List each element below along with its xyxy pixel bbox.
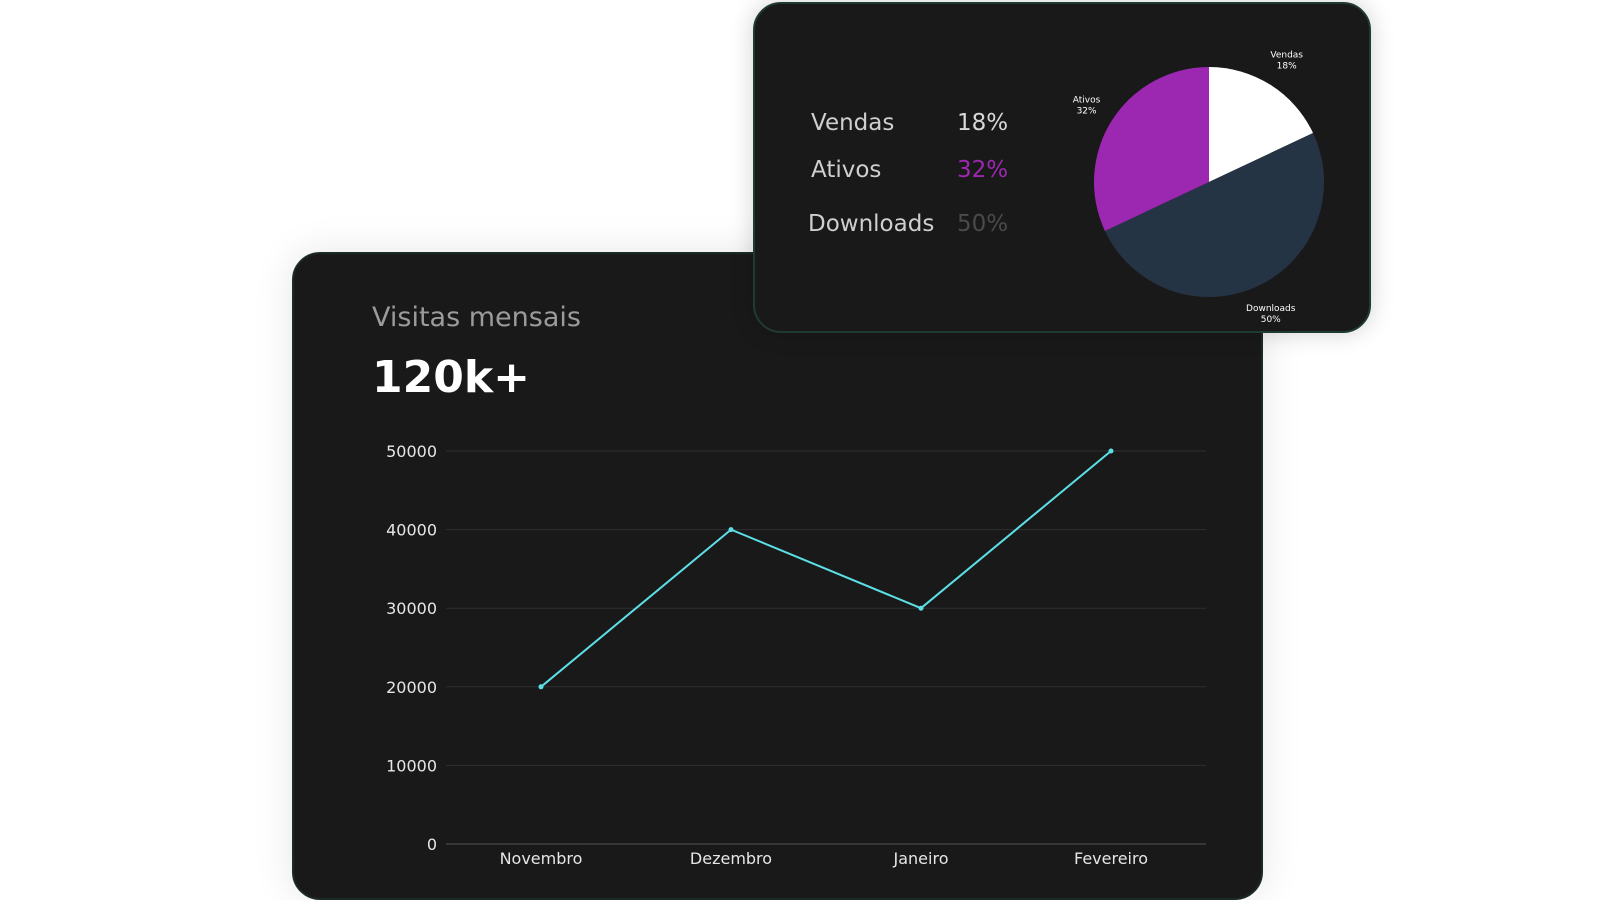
y-tick-label: 50000 (386, 442, 437, 461)
pie-value-label: 32% (1077, 106, 1097, 116)
pie-label: Ativos (1073, 95, 1101, 105)
x-tick-label: Fevereiro (1074, 849, 1148, 868)
visits-total-metric: 120k+ (372, 352, 530, 403)
y-tick-label: 30000 (386, 599, 437, 618)
legend-row-ativos: Ativos 32% (811, 157, 1111, 191)
legend-label: Ativos (811, 157, 882, 183)
distribution-card: Vendas 18% Ativos 32% Downloads 50% Vend… (753, 2, 1371, 333)
y-tick-label: 20000 (386, 678, 437, 697)
data-point (918, 605, 924, 611)
pie-slice-ativos (1094, 67, 1209, 231)
y-tick-label: 0 (427, 835, 437, 854)
pie-value-label: 50% (1261, 315, 1281, 325)
legend-value: 50% (957, 211, 1009, 237)
pie-slice-vendas (1209, 67, 1314, 182)
x-tick-label: Dezembro (690, 849, 772, 868)
legend-value: 18% (957, 110, 1009, 136)
legend-value: 32% (957, 157, 1009, 183)
legend-row-downloads: Downloads 50% (808, 211, 1111, 245)
x-tick-label: Novembro (500, 849, 583, 868)
monthly-visits-card: Visitas mensais 120k+ 0 10000 20000 30000 40… (292, 252, 1263, 900)
pie-label: Downloads (1246, 304, 1296, 314)
data-point (1108, 448, 1114, 454)
y-tick-label: 10000 (386, 756, 437, 775)
x-tick-label: Janeiro (893, 849, 949, 868)
pie-label: Vendas (1270, 51, 1303, 61)
pie-value-label: 18% (1277, 62, 1297, 72)
data-point (728, 527, 734, 533)
legend-label: Downloads (808, 211, 935, 237)
series-line (540, 450, 1112, 688)
line-chart: 0 10000 20000 30000 40000 50000 Novembro Dezemb… (386, 442, 1206, 868)
card-title: Visitas mensais (372, 302, 581, 333)
data-point (538, 684, 544, 690)
pie-legend: Vendas 18% Ativos 32% Downloads 50% (808, 110, 1111, 270)
y-tick-label: 40000 (386, 521, 437, 540)
legend-row-vendas: Vendas 18% (811, 110, 1111, 144)
legend-label: Vendas (811, 110, 895, 136)
pie-slice-downloads (1104, 133, 1324, 297)
